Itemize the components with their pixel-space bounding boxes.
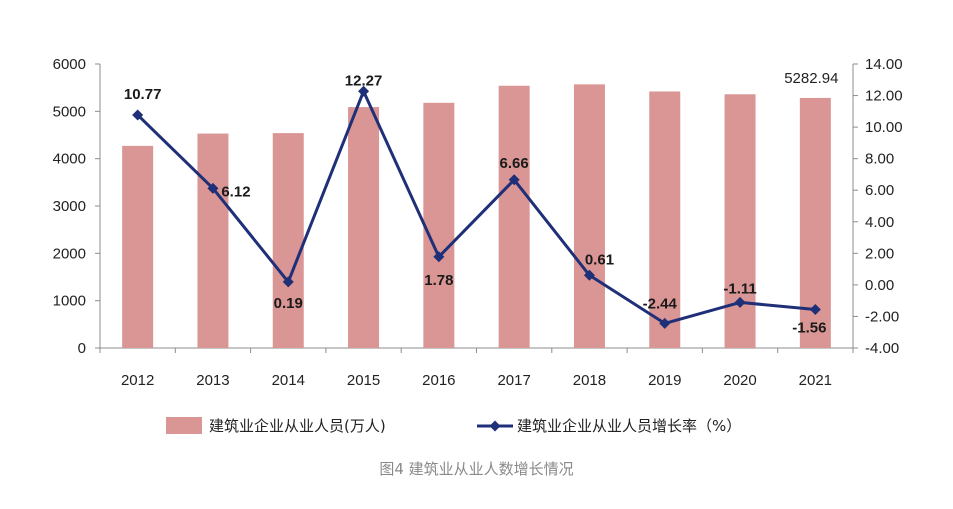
y-left-tick-label: 3000 [53,198,86,215]
line-data-label: 10.77 [124,86,162,103]
x-tick-label: 2019 [648,372,681,389]
line-data-label: 1.78 [424,272,453,289]
x-tick-label: 2012 [121,372,154,389]
growth-line [136,89,816,325]
y-left-tick-label: 5000 [53,103,86,120]
y-right-tick-label: 10.00 [865,119,903,136]
legend-line-label: 建筑业企业从业人员增长率（%） [517,417,741,435]
y-right-tick-label: 0.00 [865,277,894,294]
bar [197,133,229,348]
bar [122,145,154,348]
legend: 建筑业企业从业人员(万人) 建筑业企业从业人员增长率（%） [166,417,741,435]
line-data-label: -2.44 [643,295,678,312]
x-tick-label: 2020 [723,372,756,389]
y-right-tick-label: 4.00 [865,214,894,231]
line-data-label: 0.19 [274,295,303,312]
x-tick-label: 2013 [196,372,229,389]
line-data-label: 0.61 [585,251,614,268]
y-left-tick-label: 1000 [53,293,86,310]
line-point-marker [358,85,370,97]
axes: 6000 5000 4000 3000 2000 1000 0 14.00 12.00 10.00… [53,56,903,389]
line-data-label: -1.11 [723,280,756,297]
line-series [132,85,821,329]
y-left-tick-label: 2000 [53,245,86,262]
bar [272,133,304,348]
x-tick-label: 2018 [573,372,606,389]
bar [724,94,756,348]
y-right-tick-label: 2.00 [865,245,894,262]
line-point-marker [583,269,595,281]
x-tick-label: 2014 [272,372,305,389]
y-right-tick-label: 6.00 [865,182,894,199]
line-data-label: 12.27 [345,72,383,89]
line-point-marker [282,276,294,288]
x-tick-label: 2021 [799,372,832,389]
legend-bar-label: 建筑业企业从业人员(万人) [209,417,386,435]
y-right-tick-label: 12.00 [865,88,903,105]
y-right-tick-label: 8.00 [865,151,894,168]
line-point-marker [734,296,746,308]
y-right-tick-label: -2.00 [865,308,899,325]
line-point-marker [207,182,219,194]
line-data-label: -1.56 [792,320,826,337]
line-point-marker [508,174,520,186]
combo-chart: 6000 5000 4000 3000 2000 1000 0 14.00 12.00 10.00… [53,56,903,435]
line-data-label: 6.66 [500,155,529,172]
bar [573,84,605,348]
bar [649,91,681,348]
bar-series [122,84,831,349]
y-left-tick-label: 6000 [53,56,86,73]
y-right-tick-label: -4.00 [865,340,899,357]
x-tick-label: 2017 [497,372,530,389]
y-left-tick-label: 4000 [53,151,86,168]
bar [498,85,530,349]
data-labels: 5282.94 10.77 6.12 0.19 12.27 1.78 6.66 0.61 -2.… [124,70,839,337]
x-tick-label: 2016 [422,372,455,389]
bar [423,102,455,349]
x-tick-label: 2015 [347,372,380,389]
line-point-marker [659,317,671,329]
bar-data-label: 5282.94 [784,70,838,87]
bar [348,107,380,348]
legend-line-marker [489,420,501,432]
line-data-label: 6.12 [221,183,250,200]
line-point-marker [433,251,445,263]
line-point-marker [809,304,821,316]
y-left-tick-label: 0 [78,340,86,357]
legend-bar-swatch [166,417,202,434]
y-right-tick-label: 14.00 [865,56,903,73]
figure-caption: 图4 建筑业从业人数增长情况 [379,460,574,478]
line-point-marker [132,109,144,121]
